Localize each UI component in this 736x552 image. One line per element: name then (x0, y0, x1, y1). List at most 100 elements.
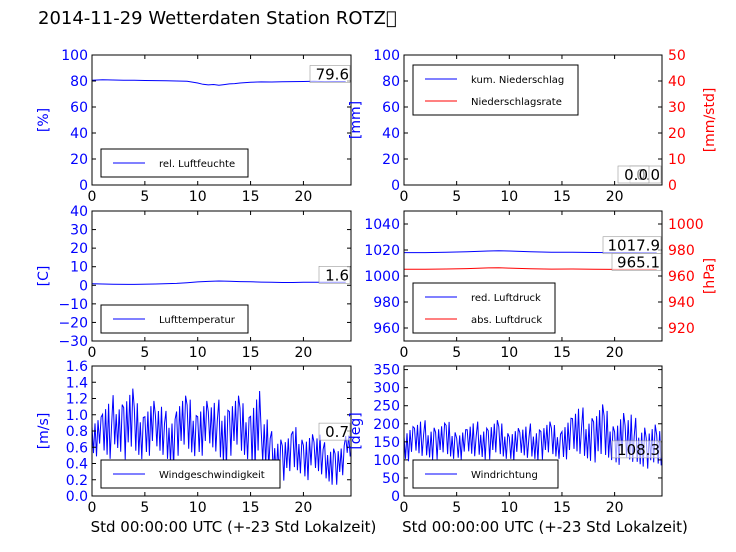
windspeed-value-label: 0.7 (325, 423, 349, 441)
temperature-ylabel: [C] (36, 266, 52, 287)
pressure-legend-label: abs. Luftdruck (471, 315, 542, 326)
winddir-ytick-label: 350 (373, 363, 400, 379)
winddir-xtick-label: 15 (553, 500, 571, 516)
windspeed-xlabel: Std 00:00:00 UTC (+-23 Std Lokalzeit) (91, 518, 377, 536)
winddir-legend-label: Windrichtung (471, 470, 538, 481)
windspeed-ytick-label: 1.2 (66, 392, 88, 408)
pressure-ytick-label: 1020 (364, 243, 400, 259)
precipitation-ytick-label: 80 (382, 74, 400, 90)
humidity-plot-area (92, 79, 346, 86)
humidity-axes-frame (91, 54, 352, 186)
winddir-xtick-label: 0 (400, 500, 409, 516)
precipitation-ytick-right-label: 50 (668, 48, 686, 64)
windspeed-legend-label: Windgeschwindigkeit (159, 470, 265, 481)
humidity-ytick-label: 20 (70, 152, 88, 168)
precipitation-ylabel-right: [mm/std] (702, 88, 718, 153)
pressure-series-1-line (404, 267, 657, 270)
winddir-ytick-label: 0 (391, 489, 400, 505)
windspeed-ytick-label: 0.0 (66, 489, 88, 505)
humidity-xtick-label: 10 (189, 189, 207, 205)
humidity-xtick-label: 0 (88, 189, 97, 205)
humidity-ytick-label: 80 (70, 74, 88, 90)
humidity-legend-label: rel. Luftfeuchte (159, 159, 235, 170)
precipitation-xtick-label: 10 (500, 189, 518, 205)
pressure-ytick-label: 1040 (364, 217, 400, 233)
windspeed-ytick-label: 1.4 (66, 375, 88, 391)
precipitation-legend-label: kum. Niederschlag (471, 75, 564, 86)
winddir-xtick-label: 5 (452, 500, 461, 516)
winddir-ytick-label: 50 (382, 471, 400, 487)
precipitation-ytick-label: 20 (382, 152, 400, 168)
pressure-value-label-box (611, 253, 662, 271)
windspeed-ylabel: [m/s] (36, 413, 52, 450)
windspeed-value-label-box (318, 422, 351, 441)
precipitation-ytick-label: 0 (391, 178, 400, 194)
winddir-xtick-label: 20 (606, 500, 624, 516)
pressure-ylabel-right: [hPa] (702, 258, 718, 294)
precipitation-xtick-label: 0 (400, 189, 409, 205)
pressure-value-label: 1017.9 (608, 237, 661, 255)
precipitation-ytick-right-label: 10 (668, 152, 686, 168)
winddir-xlabel: Std 00:00:00 UTC (+-23 Std Lokalzeit) (402, 518, 688, 536)
temperature-ytick-label: −10 (58, 297, 88, 313)
precipitation-ytick-label: 100 (373, 48, 400, 64)
pressure-xtick-label: 10 (500, 345, 518, 361)
winddir-ytick-label: 150 (373, 435, 400, 451)
precipitation-ytick-right-label: 20 (668, 126, 686, 142)
winddir-value-label: 108.3 (617, 441, 660, 459)
temperature-ytick-label: 30 (70, 223, 88, 239)
temperature-series-0-line (92, 280, 346, 285)
temperature-xtick-label: 10 (189, 345, 207, 361)
page-title: 2014-11-29 Wetterdaten Station ROTZ  (38, 8, 397, 29)
temperature-value-label: 1.6 (325, 266, 349, 284)
pressure-legend-box (412, 282, 556, 334)
precipitation-legend-label: Niederschlagsrate (471, 97, 562, 108)
windspeed-ytick-label: 0.6 (66, 440, 88, 456)
temperature-ytick-label: −20 (58, 315, 88, 331)
precipitation-xtick-label: 5 (452, 189, 461, 205)
pressure-ytick-right-label: 1000 (668, 217, 704, 233)
temperature-ytick-label: 0 (79, 278, 88, 294)
precipitation-legend-box (412, 64, 579, 116)
precipitation-ytick-right-label: 30 (668, 100, 686, 116)
precipitation-xtick-label: 15 (553, 189, 571, 205)
winddir-ytick-label: 250 (373, 399, 400, 415)
precipitation-ytick-label: 60 (382, 100, 400, 116)
pressure-xtick-label: 5 (452, 345, 461, 361)
windspeed-ytick-label: 1.6 (66, 359, 88, 375)
windspeed-xtick-label: 15 (242, 500, 260, 516)
pressure-xtick-label: 20 (606, 345, 624, 361)
temperature-ytick-label: −30 (58, 334, 88, 350)
windspeed-series-0-line (92, 388, 351, 485)
windspeed-xtick-label: 5 (140, 500, 149, 516)
pressure-ytick-label: 980 (373, 295, 400, 311)
temperature-xtick-label: 5 (140, 345, 149, 361)
windspeed-ytick-label: 0.4 (66, 457, 88, 473)
precipitation-xtick-label: 20 (606, 189, 624, 205)
winddir-ylabel: [deg] (348, 412, 364, 449)
winddir-ytick-label: 100 (373, 453, 400, 469)
temperature-ytick-label: 20 (70, 241, 88, 257)
precipitation-ytick-label: 40 (382, 126, 400, 142)
temperature-value-label-box (318, 266, 351, 284)
windspeed-xtick-label: 0 (88, 500, 97, 516)
windspeed-xtick-label: 10 (189, 500, 207, 516)
humidity-ytick-label: 0 (79, 178, 88, 194)
temperature-axes-frame (91, 210, 352, 342)
winddir-xtick-label: 10 (500, 500, 518, 516)
humidity-value-label-box (309, 65, 351, 83)
temperature-ytick-label: 10 (70, 260, 88, 276)
pressure-value-label: 965.1 (617, 253, 660, 271)
humidity-value-label: 79.6 (316, 66, 349, 84)
humidity-ytick-label: 100 (61, 48, 88, 64)
pressure-ytick-right-label: 940 (668, 295, 695, 311)
pressure-xtick-label: 0 (400, 345, 409, 361)
temperature-xtick-label: 15 (242, 345, 260, 361)
temperature-plot-area (92, 280, 346, 285)
temperature-legend-label: Lufttemperatur (159, 315, 236, 326)
pressure-legend-label: red. Luftdruck (471, 293, 541, 304)
pressure-ytick-label: 1000 (364, 269, 400, 285)
temperature-ytick-label: 40 (70, 204, 88, 220)
winddir-plot-area (404, 404, 662, 469)
